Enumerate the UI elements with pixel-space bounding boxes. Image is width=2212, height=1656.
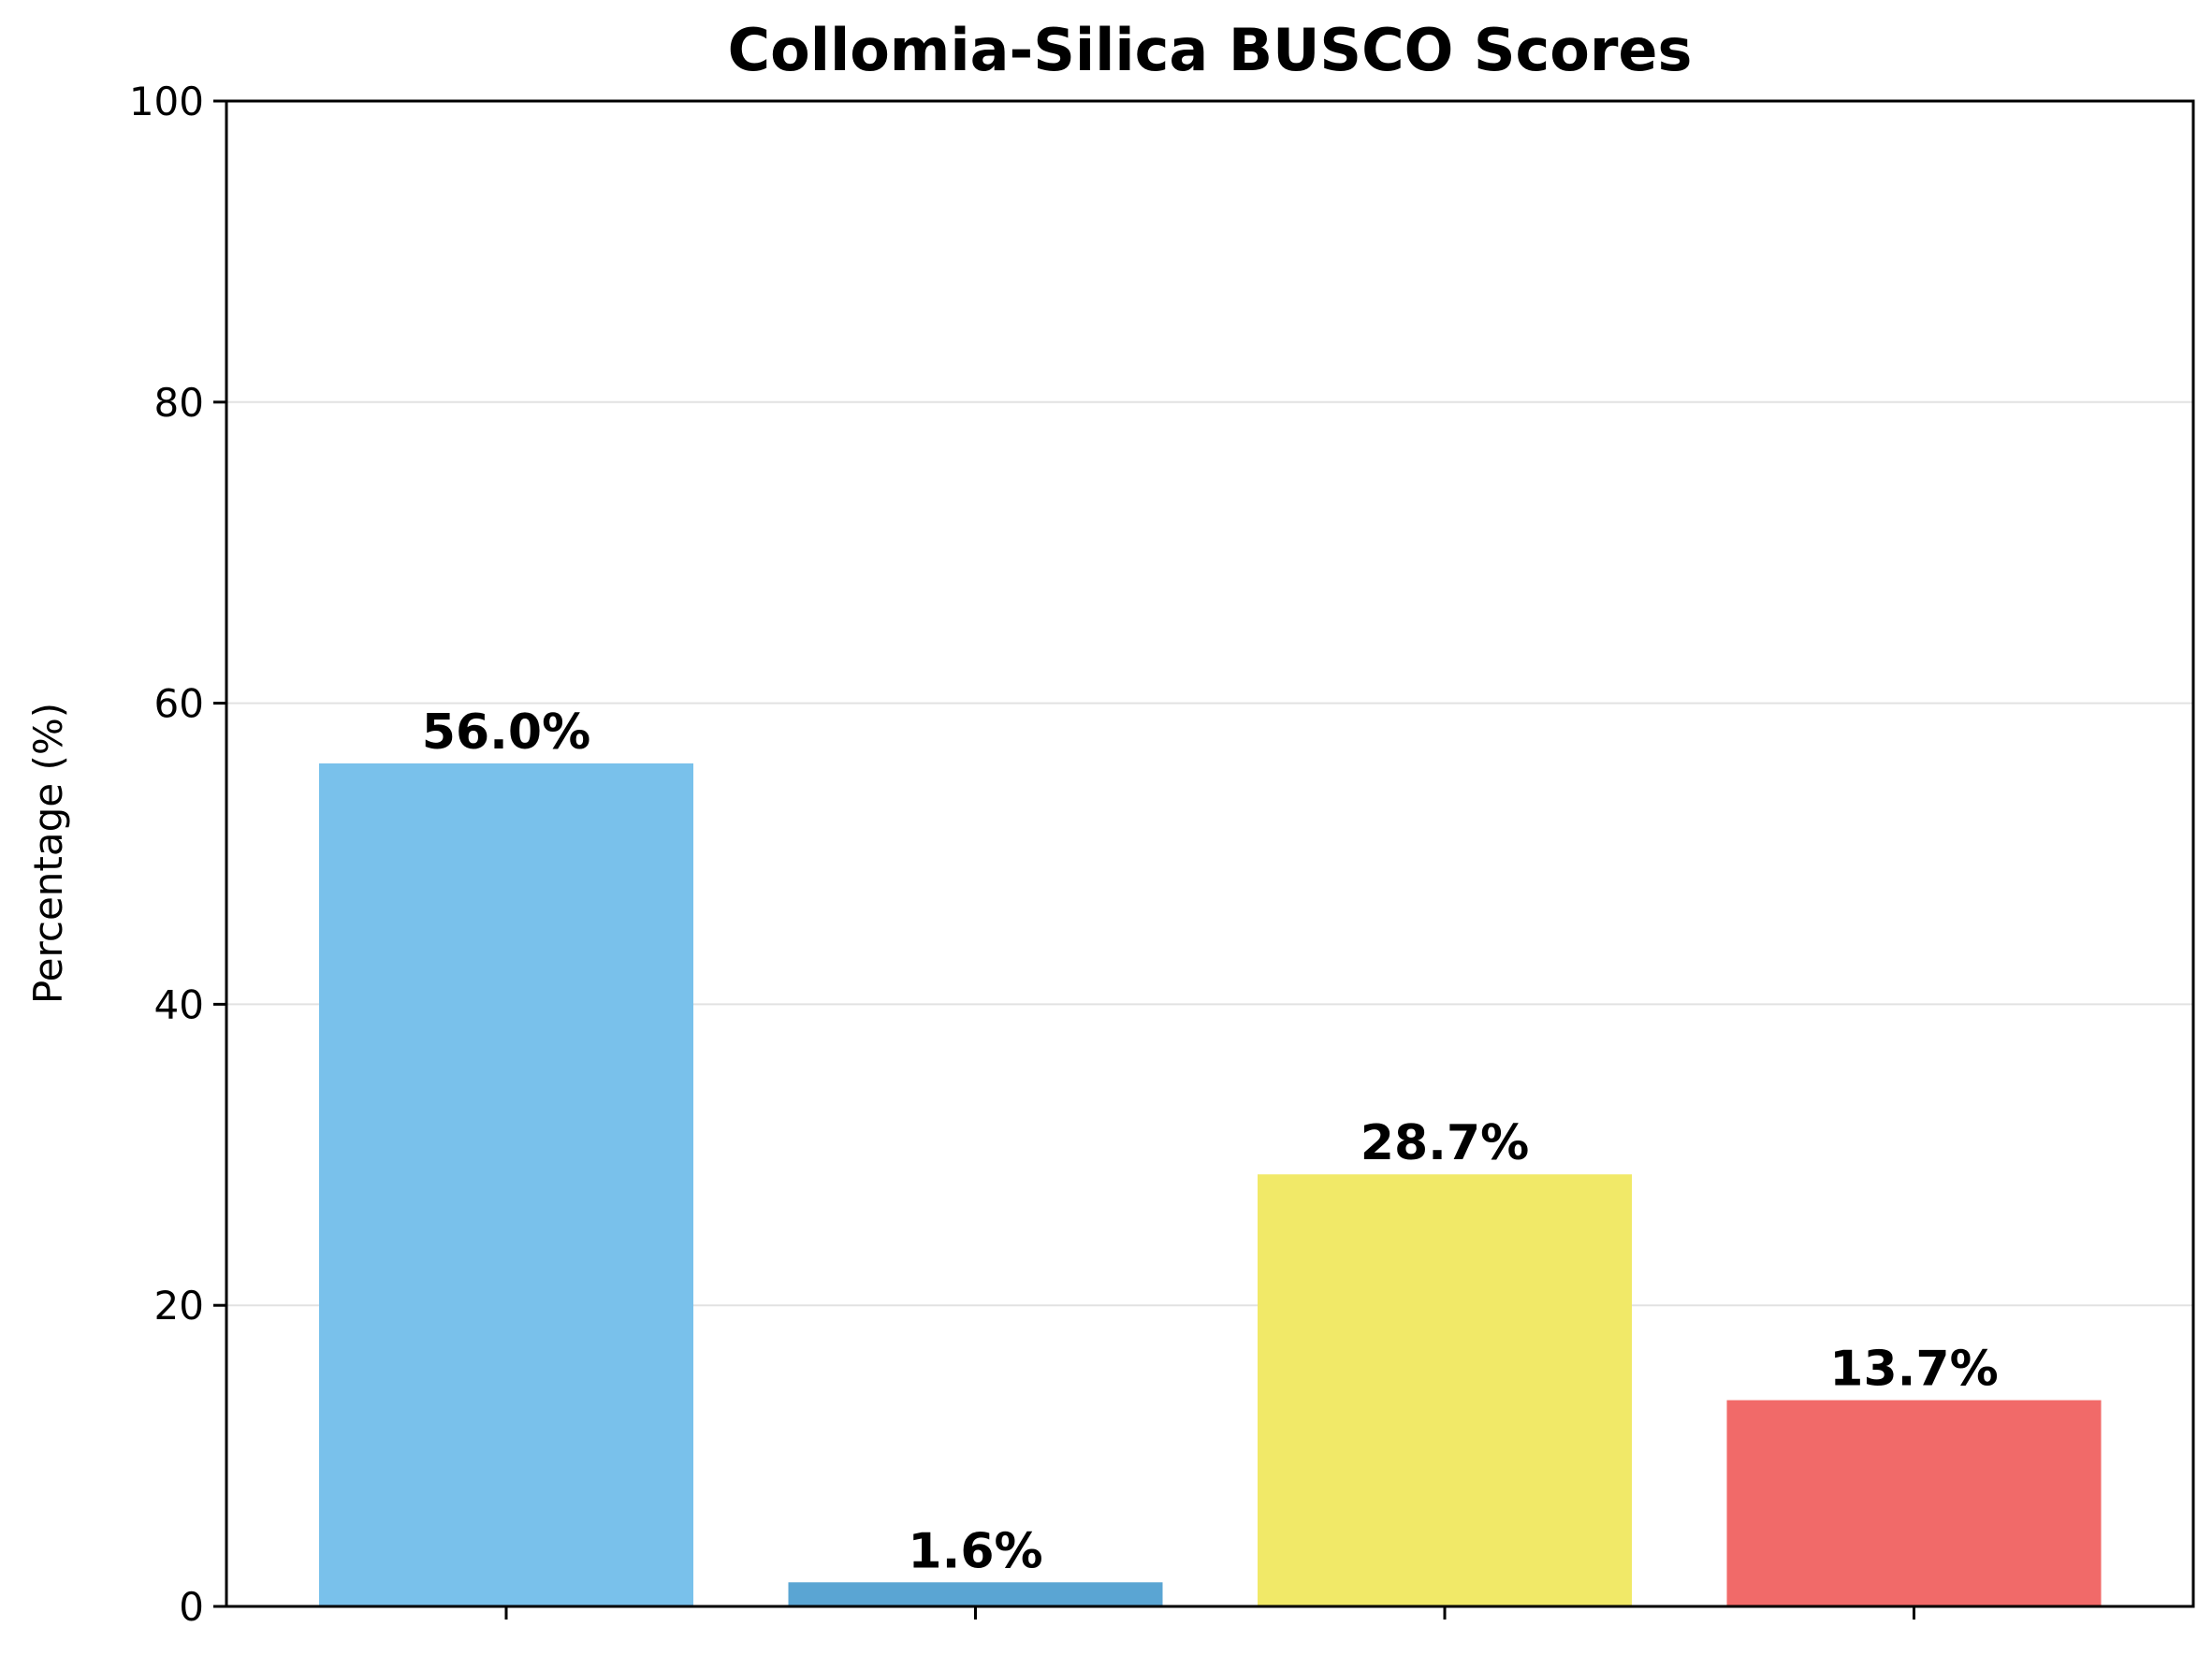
bar — [788, 1582, 1163, 1606]
x-axis-ticks — [504, 1606, 1915, 1620]
bars — [319, 763, 2102, 1606]
y-tick-label: 40 — [154, 981, 204, 1027]
bar-value-label: 13.7% — [1829, 1342, 1998, 1398]
y-tick-label: 0 — [179, 1584, 204, 1630]
bar-value-label: 56.0% — [422, 705, 590, 761]
y-tick-label: 20 — [154, 1283, 204, 1329]
y-axis-ticks: 0 20 40 60 80 100 — [129, 79, 226, 1630]
plot-area-frame — [225, 99, 2195, 1608]
y-axis-label: Percentage (%) — [25, 703, 71, 1004]
chart-title: Collomia-Silica BUSCO Scores — [728, 16, 1693, 84]
bar — [319, 763, 693, 1606]
y-tick-label: 80 — [154, 380, 204, 426]
bar-value-label: 28.7% — [1361, 1115, 1529, 1171]
bar-value-label: 1.6% — [908, 1523, 1042, 1579]
y-tick-label: 100 — [129, 79, 204, 124]
data-labels: 56.0% 1.6% 28.7% 13.7% — [422, 705, 1999, 1579]
bar — [1258, 1174, 1632, 1606]
y-tick-label: 60 — [154, 681, 204, 727]
bar — [1726, 1400, 2102, 1606]
